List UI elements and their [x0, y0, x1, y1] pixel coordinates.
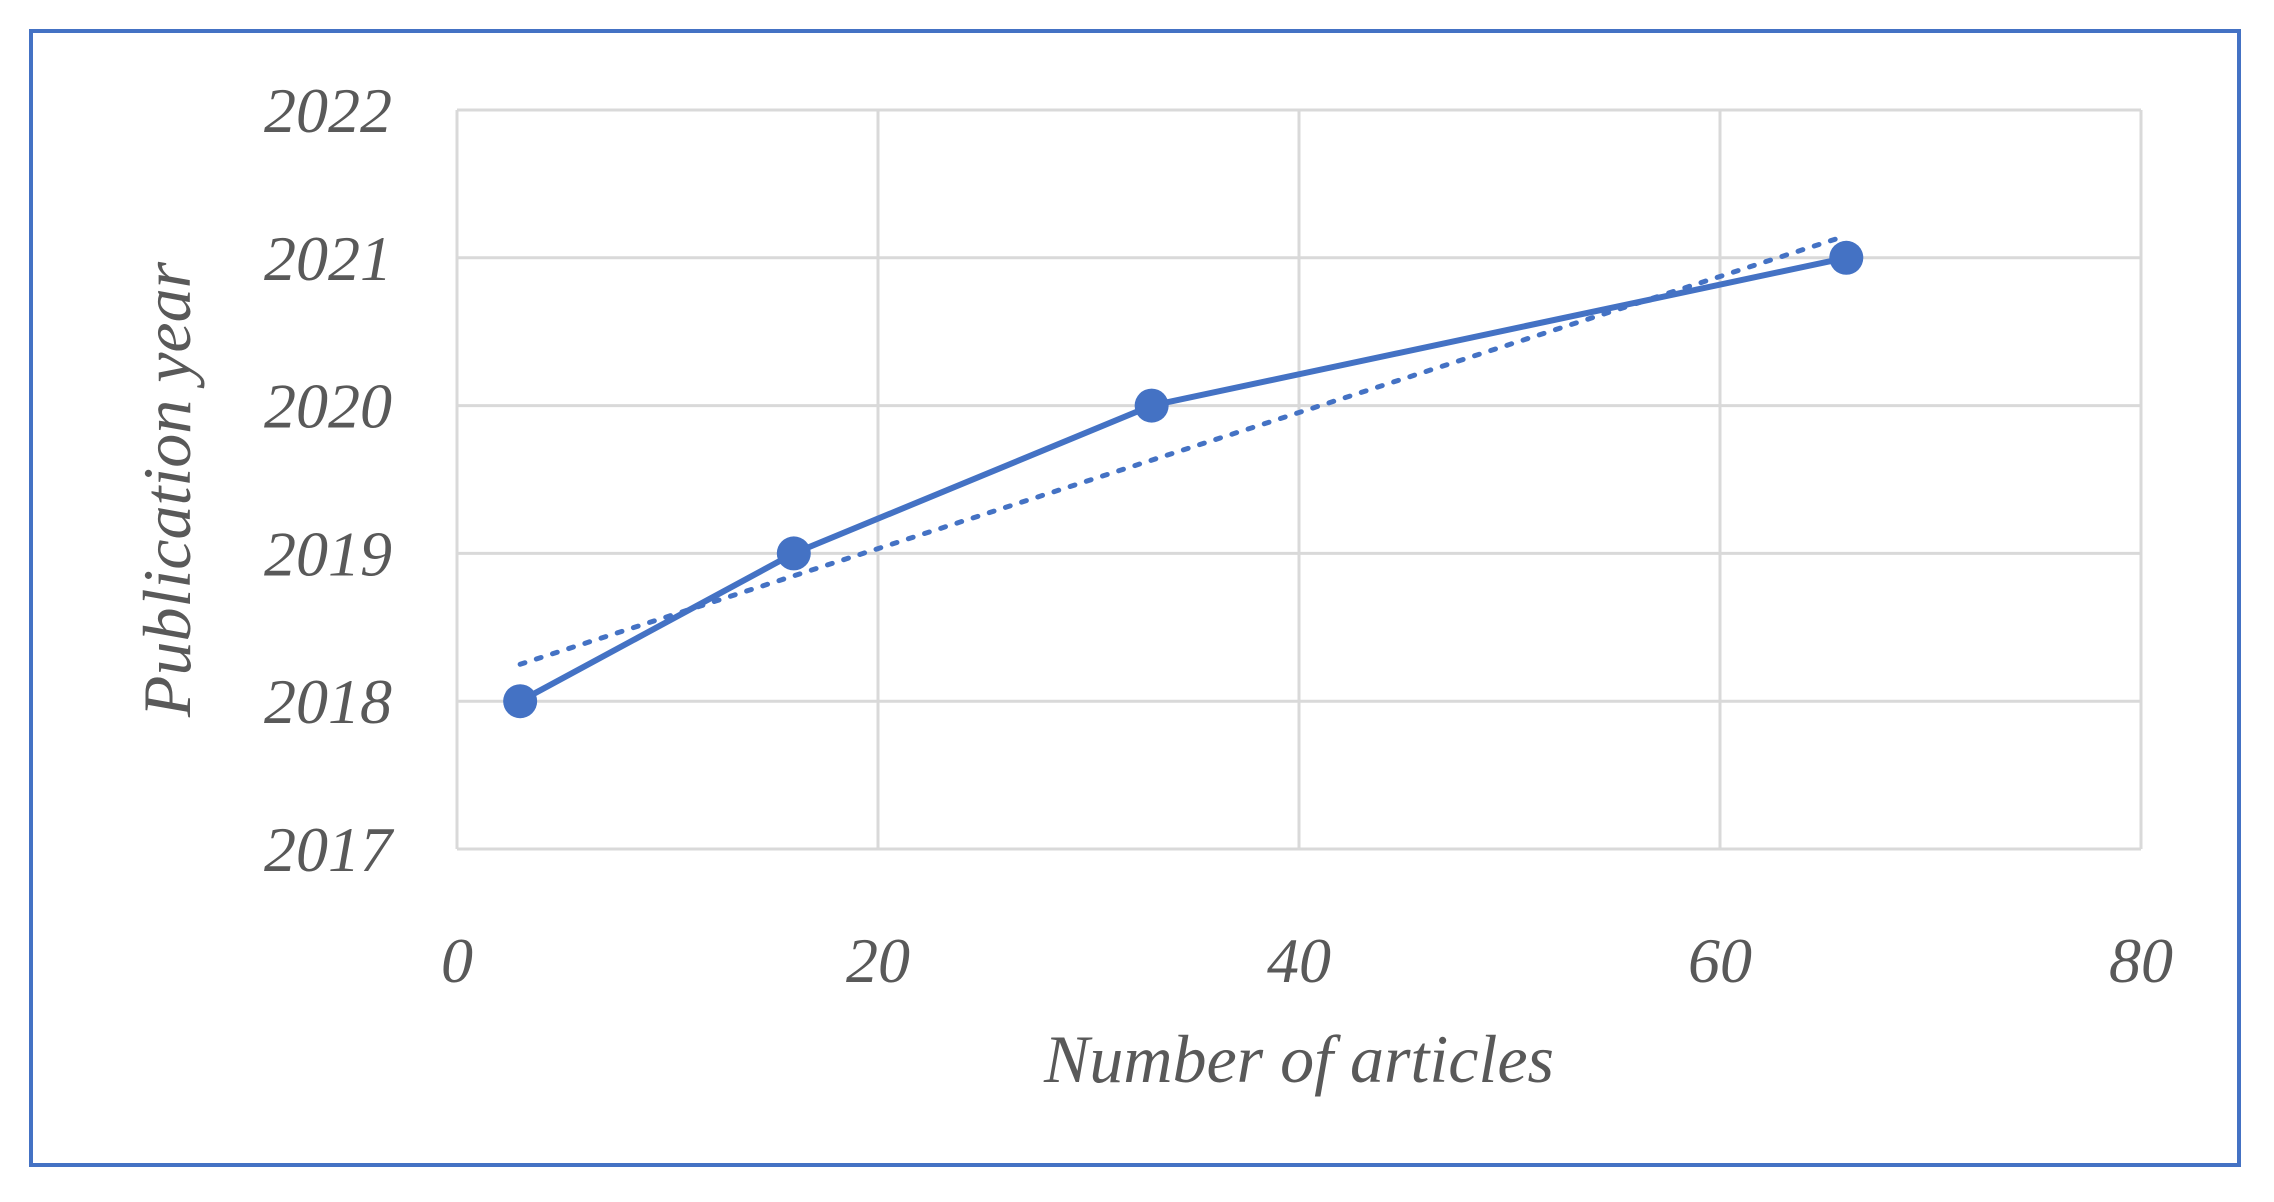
x-axis-title: Number of articles: [1043, 1021, 1554, 1097]
series-line: [518, 254, 1847, 704]
x-tick-label: 0: [441, 925, 473, 996]
series-group: [503, 240, 1864, 719]
data-point: [1134, 388, 1169, 423]
y-tick-label: 2022: [264, 75, 392, 146]
x-tick-labels: 0 20 40 60 80: [441, 925, 2173, 996]
figure-border: [29, 29, 2241, 1167]
y-tick-label: 2018: [264, 666, 392, 737]
x-tick-label: 80: [2109, 925, 2173, 996]
y-tick-label: 2021: [264, 223, 392, 294]
data-point: [1829, 240, 1864, 275]
y-axis-title: Publication year: [129, 261, 205, 718]
y-tick-label: 2020: [264, 371, 392, 442]
y-tick-labels: 2017 2018 2019 2020 2021 2022: [264, 75, 395, 885]
x-tick-label: 20: [846, 925, 910, 996]
data-point: [776, 536, 811, 571]
y-tick-label: 2017: [264, 814, 395, 885]
x-tick-label: 60: [1688, 925, 1752, 996]
data-point: [503, 684, 538, 719]
x-tick-label: 40: [1267, 925, 1331, 996]
gridlines: [455, 108, 2143, 851]
y-tick-label: 2019: [264, 518, 392, 589]
